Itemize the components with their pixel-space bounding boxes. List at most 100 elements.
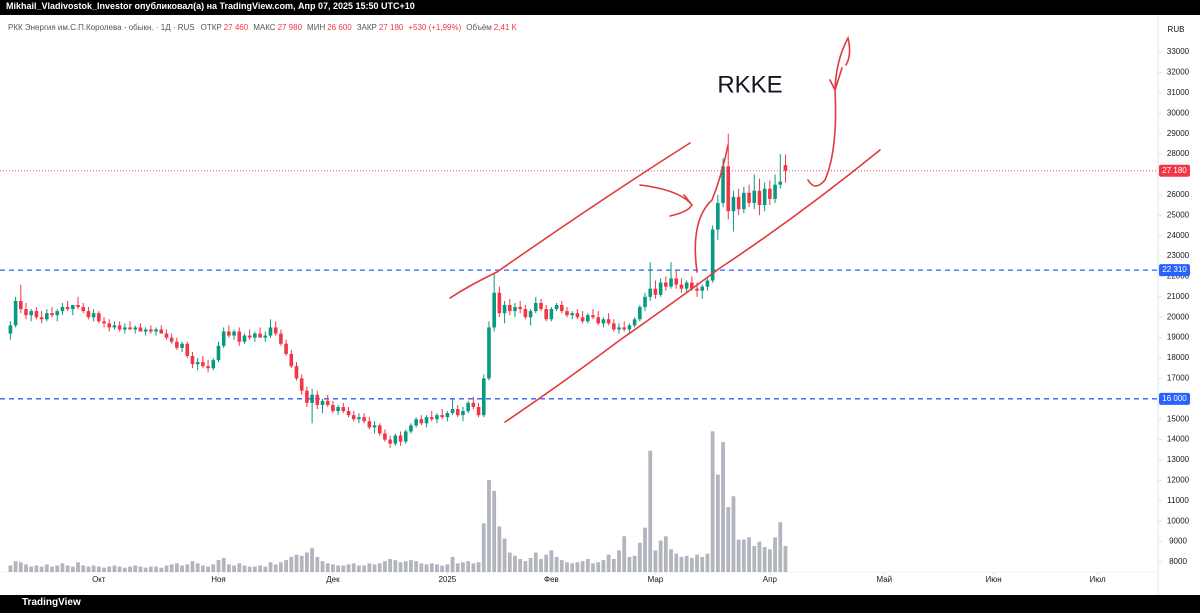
candle-body (268, 327, 273, 336)
y-tick-label: 9000 (1169, 537, 1187, 546)
candle-body (310, 394, 314, 403)
volume-bar (305, 552, 309, 572)
volume-bar (310, 548, 315, 572)
volume-bar (570, 563, 575, 572)
candle-body (570, 313, 574, 316)
y-tick-label: 29000 (1167, 129, 1190, 138)
volume-bar (663, 536, 668, 572)
candle-body (575, 313, 580, 318)
candle-body (757, 190, 762, 206)
volume-bar (362, 565, 367, 572)
volume-bar (507, 552, 512, 572)
volume-bar (76, 562, 80, 572)
volume-bar (762, 547, 767, 572)
volume-bar (289, 556, 294, 572)
candle-body (372, 425, 377, 428)
volume-bar (689, 557, 694, 572)
candle-body (65, 307, 70, 310)
volume-bar (112, 565, 117, 572)
volume-bar (200, 565, 205, 572)
volume-bar (533, 552, 538, 572)
candle-body (320, 400, 325, 405)
volume-bar (736, 539, 741, 572)
legend: РКК Энергия им.С.П.Королева - обыкн. · 1… (8, 23, 522, 32)
candle-body (29, 311, 34, 316)
candle-body (705, 280, 710, 287)
volume-bar (481, 523, 486, 572)
candle-body (580, 317, 585, 322)
candle-body (19, 300, 23, 310)
volume-bar (226, 564, 231, 572)
volume-bar (372, 564, 377, 572)
ohlc-label: МИН (307, 23, 326, 32)
volume-bar (180, 565, 184, 572)
volume-label: Объём (466, 23, 492, 32)
volume-bar (294, 554, 299, 572)
candle-body (591, 315, 595, 318)
volume-bar (414, 561, 419, 572)
volume-bar (559, 560, 564, 572)
candle-body (253, 333, 257, 338)
candle-body (502, 305, 507, 314)
candle-body (8, 325, 13, 334)
candle-body (721, 166, 725, 204)
volume-bar (216, 560, 221, 572)
volume-bar (669, 549, 673, 572)
candle-body (783, 165, 788, 171)
volume-bar (409, 560, 413, 572)
candle-body (383, 433, 387, 440)
candle-body (201, 362, 205, 367)
candle-body (13, 300, 18, 326)
candle-body (284, 343, 288, 354)
level-label: 16 000 (1162, 394, 1187, 403)
volume-bar (44, 564, 49, 572)
volume-bar (320, 561, 325, 572)
y-tick-label: 25000 (1167, 210, 1190, 219)
candle-body (247, 335, 252, 338)
candle-body (102, 321, 106, 324)
volume-bar (148, 566, 153, 572)
candle-body (638, 307, 642, 320)
volume-bar (232, 565, 236, 572)
candle-body (107, 323, 112, 328)
volume-bar (102, 567, 106, 572)
volume-bar (398, 562, 403, 572)
volume-bar (544, 554, 549, 572)
volume-bar (424, 564, 429, 572)
ohlc-label: МАКС (253, 23, 276, 32)
volume-bar (96, 566, 101, 572)
volume-bar (34, 565, 39, 572)
candle-body (773, 184, 777, 199)
volume-bar (174, 563, 179, 572)
volume-bar (331, 564, 335, 572)
volume-bar (107, 566, 112, 572)
candle-body (424, 417, 429, 424)
volume-bar (164, 565, 169, 572)
level-tag (1159, 392, 1190, 405)
volume-bar (773, 537, 777, 572)
volume-bar (263, 566, 268, 572)
volume-bar (383, 561, 387, 572)
candle-body (97, 313, 101, 322)
volume-bar (523, 561, 528, 572)
candle-body (351, 415, 356, 420)
volume-bar (721, 442, 725, 572)
volume-bar (450, 556, 455, 572)
candle-body (643, 296, 647, 308)
candle-body (736, 196, 741, 210)
volume-bar (268, 562, 273, 572)
candle-body (258, 333, 262, 338)
candle-body (695, 288, 699, 291)
y-tick-label: 18000 (1167, 353, 1190, 362)
volume-bar (81, 565, 86, 572)
candle-body (518, 307, 522, 310)
candle-body (648, 288, 653, 297)
ohlc-value: 27 180 (378, 23, 404, 32)
volume-bar (169, 564, 174, 572)
candle-body (622, 327, 627, 330)
volume-bar (252, 566, 257, 572)
candle-body (34, 311, 39, 318)
candle-body (690, 282, 694, 289)
candle-body (227, 331, 231, 336)
